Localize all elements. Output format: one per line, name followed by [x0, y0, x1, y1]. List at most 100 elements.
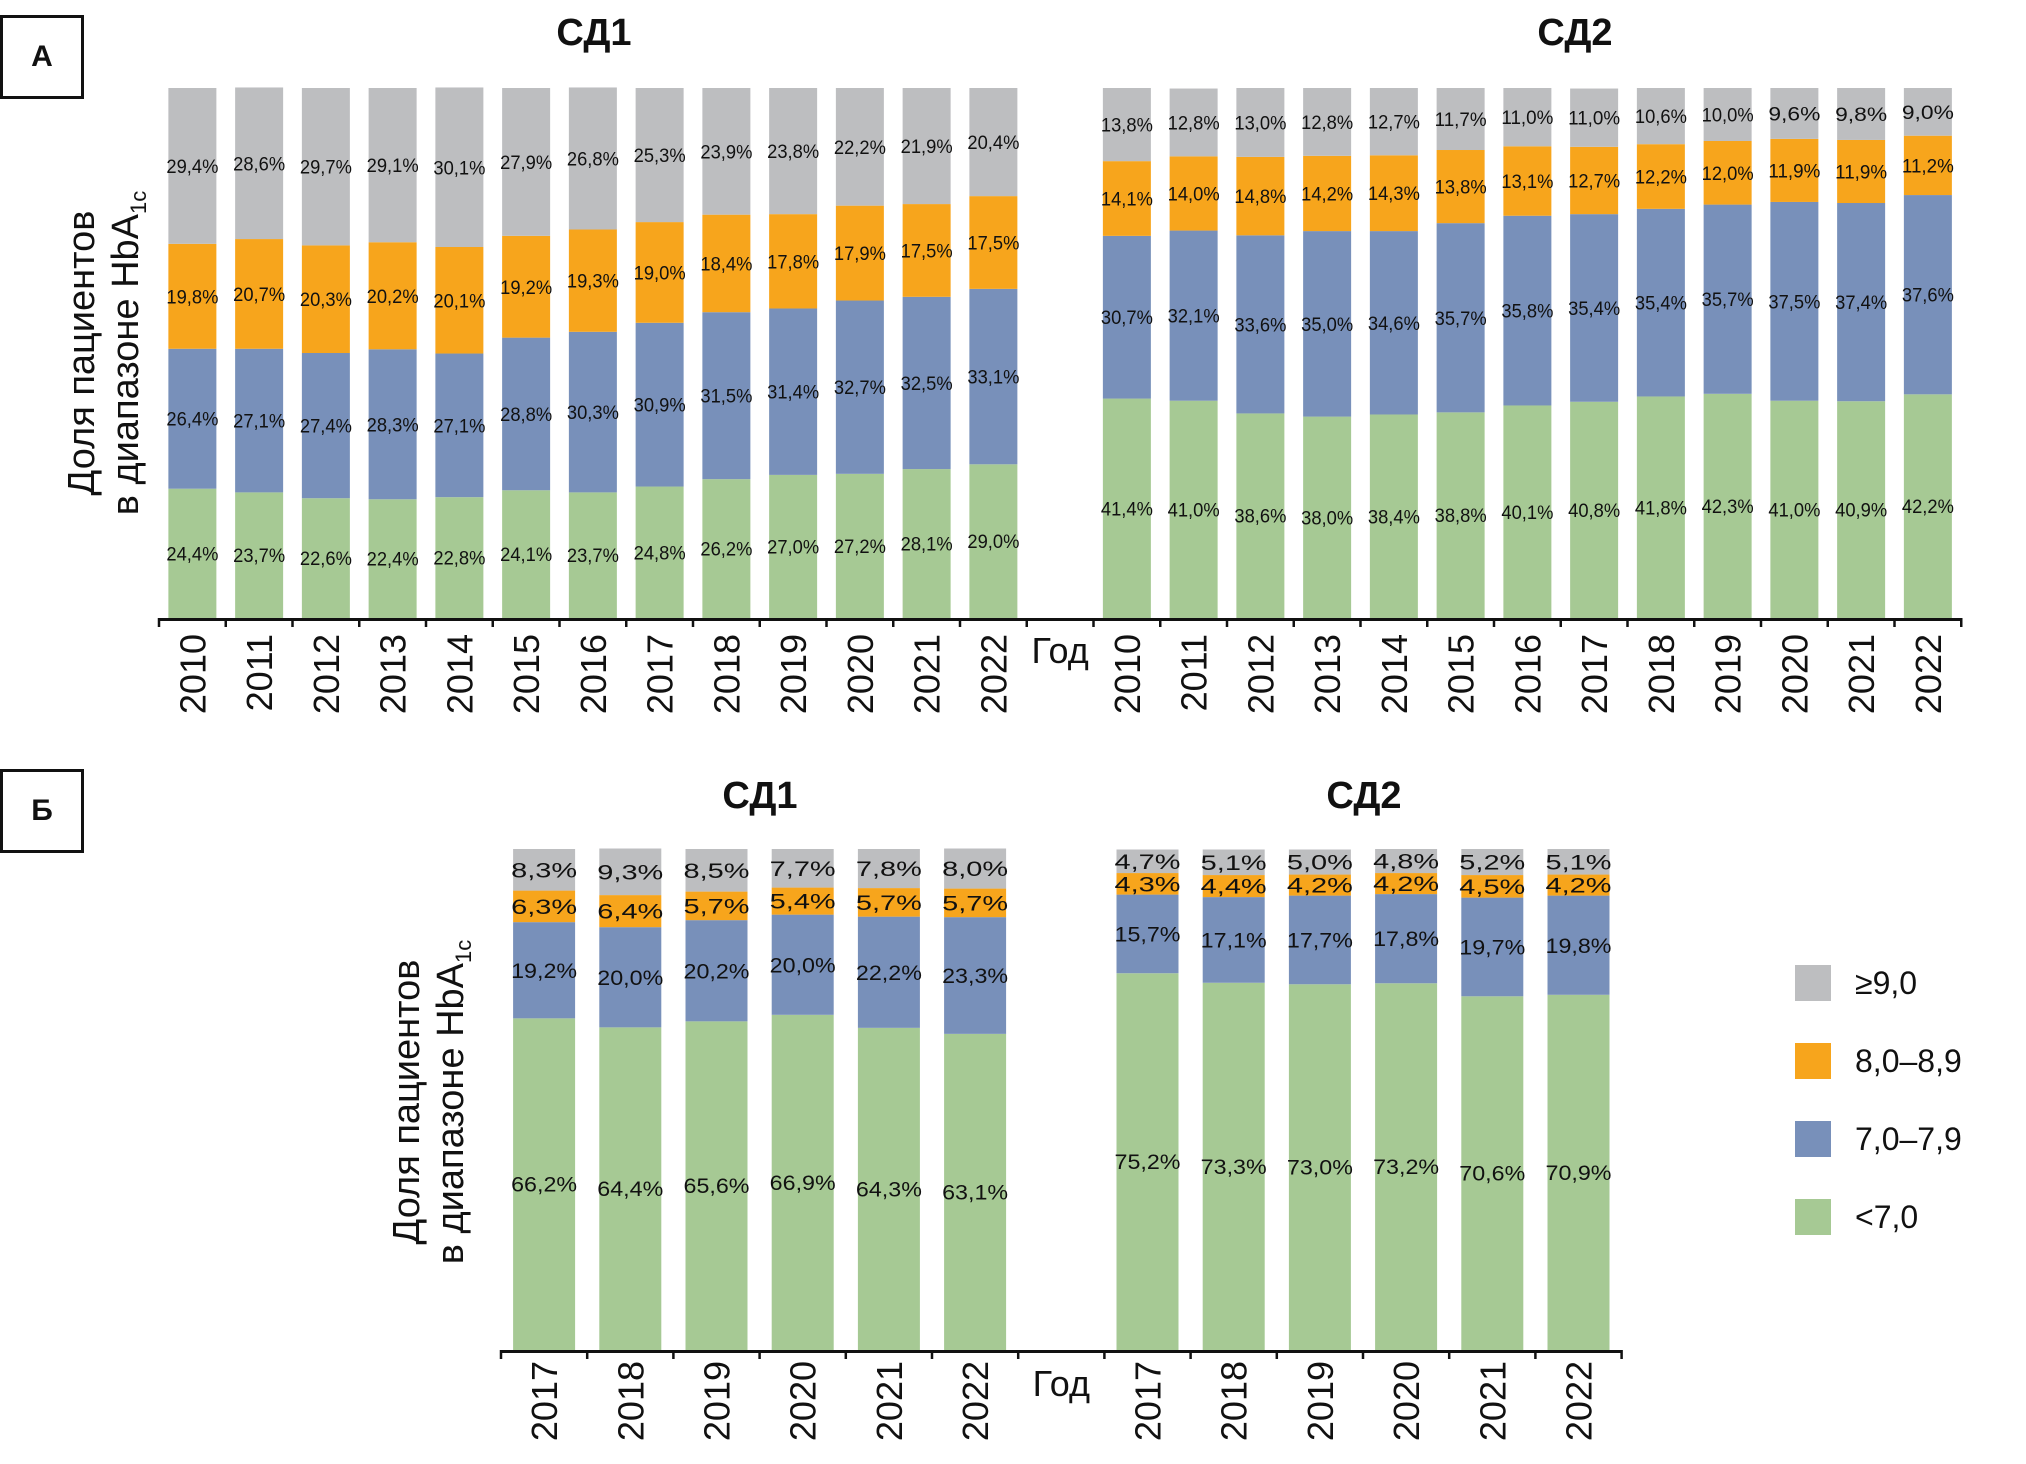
panel-a-sd2-bar-2014-ge9: [1369, 88, 1418, 156]
panel-b-sd2-label-2018-r8_89: 4,4%: [1201, 876, 1267, 899]
panel-a-sd2-bar-2017-ge9: [1570, 88, 1619, 147]
panel-a-sd1-bar-2011-lt7: [235, 492, 284, 618]
panel-b-sd1-bar-2022-r8_89: [944, 888, 1007, 918]
panel-b-sd2-label-2017-ge9: 4,7%: [1115, 851, 1181, 874]
panel-a-sd2-bar-2020-ge9: [1770, 88, 1819, 139]
panel-b-sd1-bar-2021-r7_79: [857, 916, 920, 1028]
panel-a-sd1-label-2010-lt7: 24,4%: [166, 543, 218, 565]
panel-b-sd2-label-2021-lt7: 70,6%: [1459, 1163, 1525, 1186]
panel-a-sd2-bar-2015-lt7: [1436, 412, 1485, 618]
panel-a-sd1-bar-2016-ge9: [568, 87, 617, 230]
panel-b-sd2-bar-2020-r8_89: [1375, 873, 1438, 895]
panel-a-sd2-label-2020-r7_79: 37,5%: [1768, 291, 1820, 313]
panel-a-sd1-bar-2013-lt7: [368, 499, 417, 618]
panel-a-sd1-year-label: 2012: [306, 634, 347, 714]
panel-b-sd1-bar-2020-r8_89: [771, 887, 834, 915]
panel-b-sd1-bar-2019-ge9: [685, 849, 748, 892]
panel-b-sd1-bar-2019-r8_89: [685, 891, 748, 921]
panel-a-sd1-year-label: 2020: [840, 634, 881, 714]
panel-a-sd1-label-2012-r7_79: 27,4%: [300, 416, 352, 438]
panel-a-sd1-label-2020-ge9: 22,2%: [834, 137, 886, 159]
panel-a-sd2-bar-2011-r8_89: [1169, 156, 1218, 231]
panel-a-sd1-year-label: 2017: [640, 634, 681, 714]
panel-a-sd2-label-2020-r8_89: 11,9%: [1768, 160, 1820, 182]
panel-b-sd1-year-label: 2018: [610, 1361, 651, 1441]
panel-b-sd2-label-2018-lt7: 73,3%: [1201, 1156, 1267, 1179]
panel-a-sd2-label-2015-lt7: 38,8%: [1435, 505, 1487, 527]
panel-a-sd1-bar-2012-r8_89: [301, 245, 350, 353]
panel-a-sd2-label-2022-r8_89: 11,2%: [1902, 155, 1954, 177]
panel-a-sd1-label-2022-r8_89: 17,5%: [967, 233, 1019, 255]
panel-a-sd1-bar-2021-lt7: [902, 469, 951, 618]
panel-a-sd1-year-label: 2013: [373, 634, 414, 714]
panel-a-sd1-label-2010-r7_79: 26,4%: [166, 409, 218, 431]
panel-a-sd2-bar-2014-lt7: [1369, 414, 1418, 618]
panel-a-sd1-bar-2012-ge9: [301, 88, 350, 246]
panel-a-sd2-bar-2010-r7_79: [1102, 235, 1151, 399]
panel-b-sd1-year-label: 2020: [783, 1361, 824, 1441]
panel-a-sd2-bar-2018-ge9: [1636, 88, 1685, 145]
panel-b-y-axis-title-line2: в диапазоне HbA1c: [430, 940, 476, 1265]
panel-b-sd1-bar-2019-lt7: [685, 1021, 748, 1350]
panel-a-sd1-bar-2019-r7_79: [769, 308, 818, 475]
panel-a-sd2-bar-2021-r8_89: [1837, 139, 1886, 204]
panel-b-sd1-bar-2022-r7_79: [944, 917, 1007, 1034]
panel-a-sd1-year-label: 2014: [439, 634, 480, 714]
panel-b-title-sd2: СД2: [1326, 775, 1401, 817]
panel-a-sd2-bar-2018-lt7: [1636, 396, 1685, 618]
panel-b-sd1-label-2022-ge9: 8,0%: [942, 858, 1008, 881]
panel-b-sd2-bar-2018-ge9: [1202, 849, 1265, 876]
panel-b-sd2-label-2022-r8_89: 4,2%: [1546, 875, 1612, 898]
panel-a-sd1-bar-2021-ge9: [902, 88, 951, 205]
panel-a-sd2-label-2014-ge9: 12,7%: [1368, 112, 1420, 134]
panel-b-sd1-bar-2021-r8_89: [857, 888, 920, 917]
panel-a-sd2-label-2015-r8_89: 13,8%: [1435, 177, 1487, 199]
panel-a-sd2-bar-2019-ge9: [1703, 88, 1752, 141]
panel-a-sd2-label-2021-r8_89: 11,9%: [1835, 161, 1887, 183]
panel-a-sd2-label-2017-r8_89: 12,7%: [1568, 171, 1620, 193]
panel-a-sd2-label-2012-ge9: 13,0%: [1234, 112, 1286, 134]
panel-b-sd2-bar-2022-lt7: [1547, 994, 1610, 1350]
panel-a-sd2-year-label: 2012: [1240, 634, 1281, 714]
legend-item-lt7: <7,0: [1795, 1199, 1962, 1235]
legend-swatch-8-89: [1795, 1043, 1831, 1079]
panel-a-sd1-label-2022-ge9: 20,4%: [967, 132, 1019, 154]
panel-a-sd1-bar-2010-lt7: [168, 488, 217, 618]
panel-b-sd2-bar-2021-r8_89: [1461, 875, 1524, 898]
panel-a-sd2-year-label: 2020: [1774, 634, 1815, 714]
panel-a-sd1-bar-2019-lt7: [769, 474, 818, 618]
panel-a-sd1-year-label: 2011: [239, 634, 280, 711]
panel-a-sd1-label-2016-r8_89: 19,3%: [567, 271, 619, 293]
panel-b-sd1-label-2021-ge9: 7,8%: [856, 858, 922, 881]
panel-a-sd2-bar-2021-ge9: [1837, 88, 1886, 140]
panel-b-x-axis-title: Год: [1033, 1363, 1090, 1404]
panel-b-sd1-bar-2020-ge9: [771, 849, 834, 888]
panel-a-sd2-bar-2014-r7_79: [1369, 231, 1418, 415]
panel-a-sd2-bar-2021-r7_79: [1837, 203, 1886, 402]
panel-a-sd2-bar-2012-r7_79: [1236, 235, 1285, 414]
panel-a-sd2-label-2021-ge9: 9,8%: [1835, 104, 1887, 126]
panel-b-sd2-bar-2019-ge9: [1288, 849, 1351, 875]
panel-a-sd1-label-2013-r7_79: 28,3%: [367, 414, 419, 436]
panel-a-sd2-label-2016-lt7: 40,1%: [1501, 502, 1553, 524]
panel-b-sd2-bar-2020-lt7: [1375, 983, 1438, 1350]
panel-b-sd2-label-2020-r7_79: 17,8%: [1373, 928, 1439, 951]
panel-a-sd2-bar-2013-r8_89: [1303, 155, 1352, 232]
panel-b-sd2-label-2019-ge9: 5,0%: [1287, 852, 1353, 875]
panel-a-sd1-label-2012-ge9: 29,7%: [300, 157, 352, 179]
panel-a-sd1-label-2015-r8_89: 19,2%: [500, 277, 552, 299]
panel-a-sd2-label-2014-r8_89: 14,3%: [1368, 183, 1420, 205]
panel-b-sd1-label-2017-r8_89: 6,3%: [511, 896, 577, 919]
panel-b-sd1-year-label: 2022: [955, 1361, 996, 1441]
panel-a-sd2-label-2010-lt7: 41,4%: [1101, 498, 1153, 520]
panel-a-sd2-bar-2012-ge9: [1236, 88, 1285, 157]
panel-a-sd2-label-2021-lt7: 40,9%: [1835, 500, 1887, 522]
panel-a-sd2-label-2019-lt7: 42,3%: [1702, 496, 1754, 518]
panel-b-sd2-label-2018-r7_79: 17,1%: [1201, 929, 1267, 952]
panel-a-sd1-bar-2014-r8_89: [435, 247, 484, 354]
panel-b-sd1-label-2019-r7_79: 20,2%: [684, 960, 750, 983]
panel-a-sd1-label-2019-lt7: 27,0%: [767, 536, 819, 558]
panel-a-sd1-label-2021-lt7: 28,1%: [901, 534, 953, 556]
panel-a-sd2-label-2011-r8_89: 14,0%: [1168, 183, 1220, 205]
